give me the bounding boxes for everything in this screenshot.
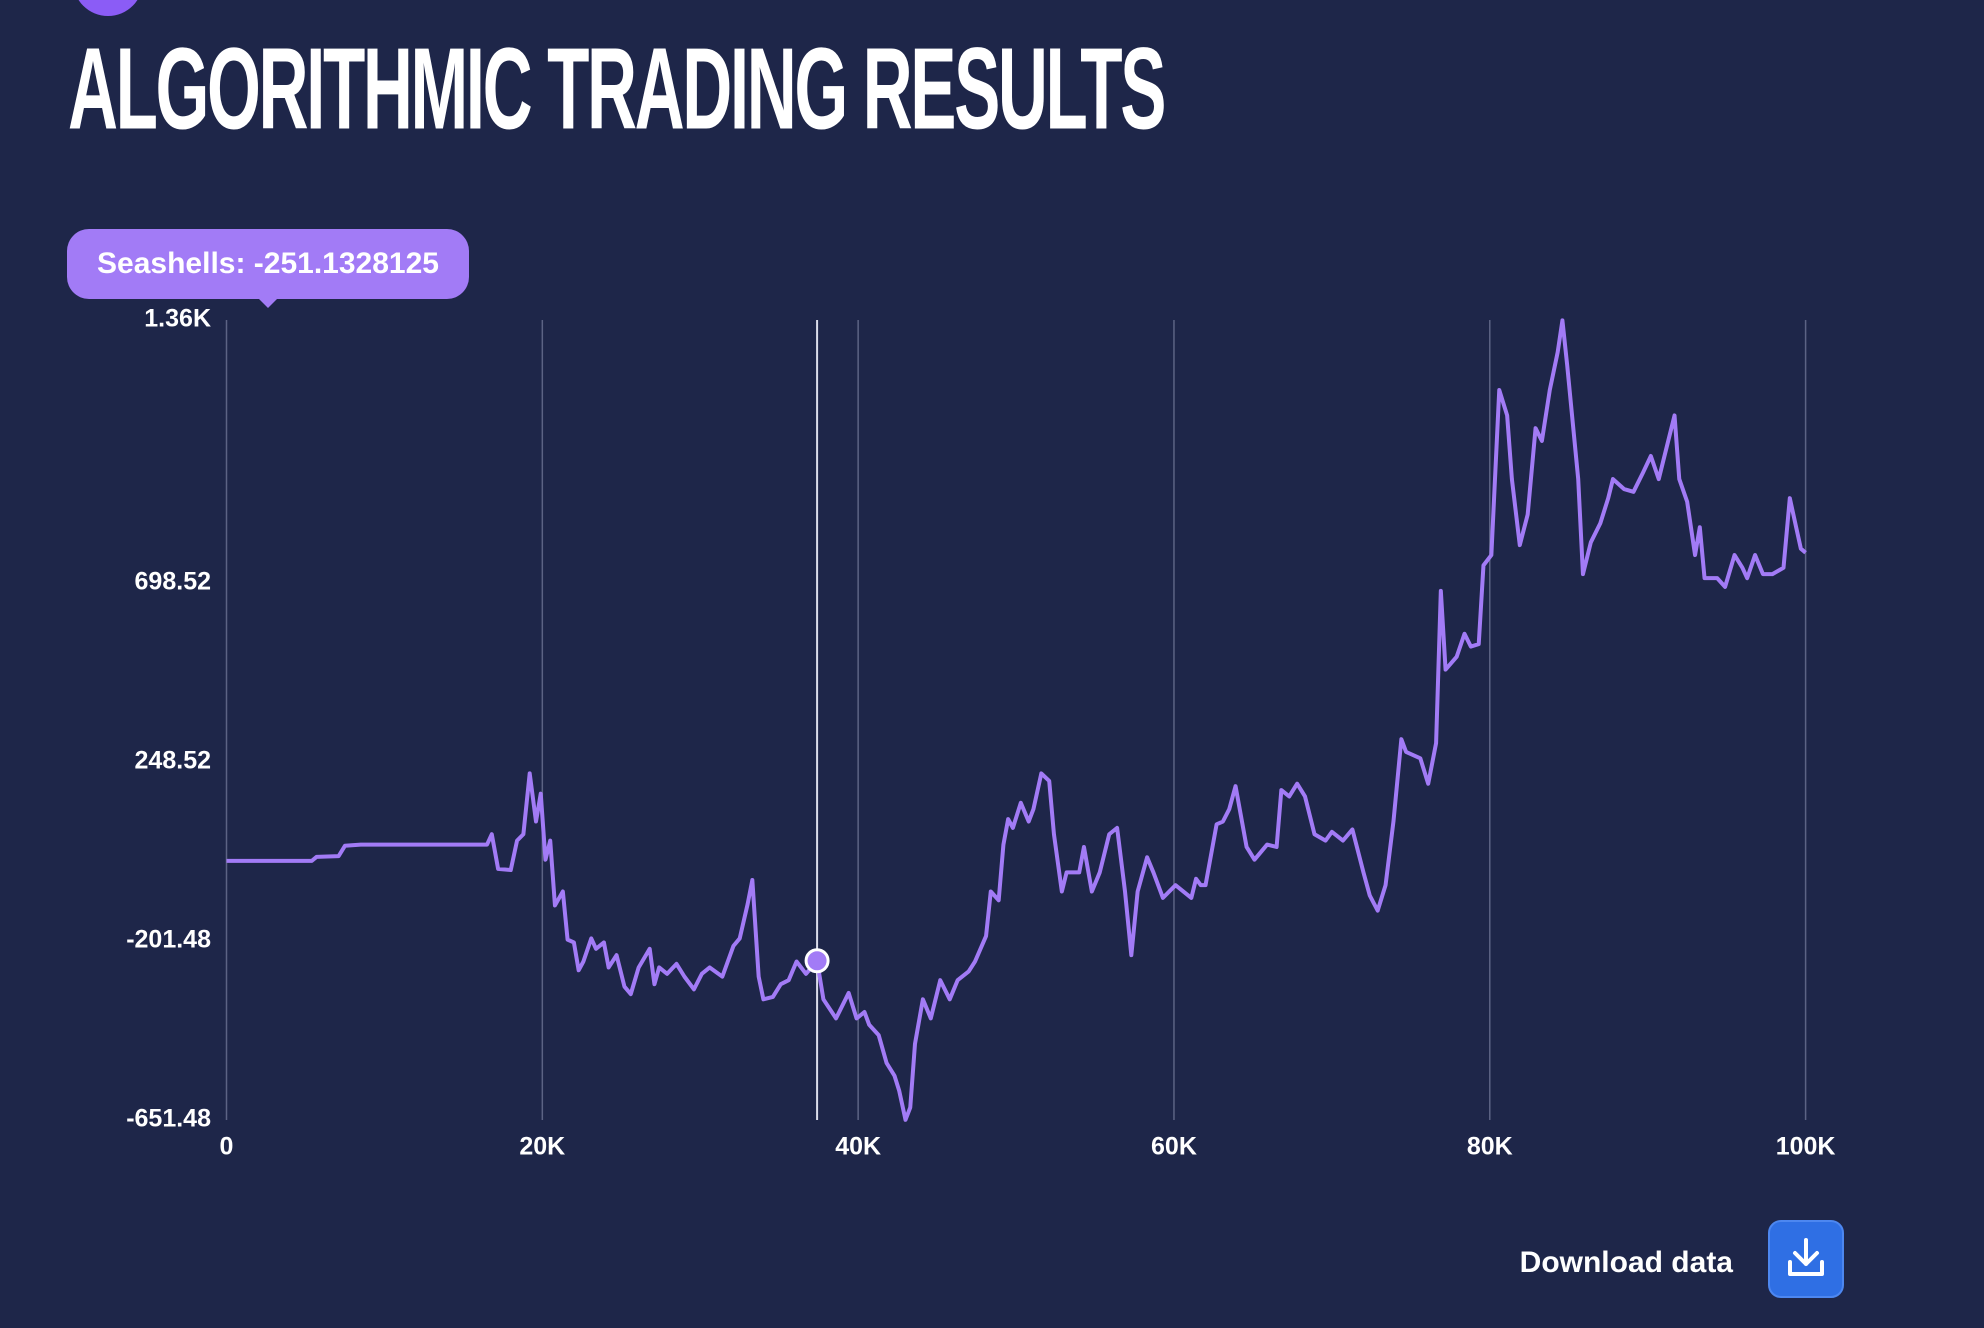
x-tick-label: 40K <box>835 1133 881 1161</box>
tooltip: Seashells: -251.1328125 <box>67 229 469 308</box>
download-button[interactable]: Download data <box>1520 1220 1844 1298</box>
tooltip-box <box>67 229 469 299</box>
x-tick-label: 60K <box>1151 1133 1197 1161</box>
y-tick-label: 248.52 <box>135 747 211 775</box>
x-tick-label: 100K <box>1776 1133 1836 1161</box>
tooltip-pointer <box>258 298 278 308</box>
highlight-point <box>804 948 830 974</box>
series-line <box>226 318 1807 1122</box>
y-tick-label: 698.52 <box>135 568 211 596</box>
download-icon[interactable] <box>1788 1238 1824 1276</box>
logo <box>78 0 138 16</box>
chart-title: ALGORITHMIC TRADING RESULTS <box>68 24 1164 154</box>
x-tick-label: 20K <box>519 1133 565 1161</box>
y-tick-label: -201.48 <box>126 926 211 954</box>
y-tick-label: 1.36K <box>144 305 211 333</box>
plot: 0 20K 40K 60K 80K 100K -651.48 -201.48 248.52 698… <box>126 305 1835 1161</box>
tooltip-text: Seashells: -251.1328125 <box>97 247 439 280</box>
x-tick-label: 0 <box>220 1133 234 1161</box>
x-tick-label: 80K <box>1467 1133 1513 1161</box>
y-tick-label: -651.48 <box>126 1105 211 1133</box>
button-label[interactable]: Download data <box>1520 1246 1734 1279</box>
